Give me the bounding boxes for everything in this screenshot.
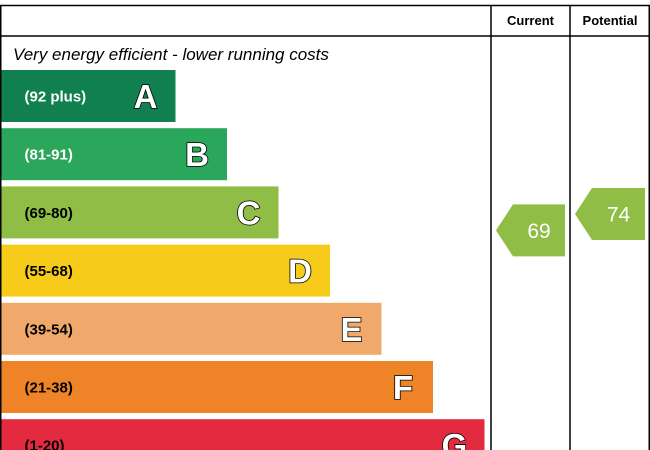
band-d-bar — [1, 244, 330, 297]
rating-markers: 69 74 — [496, 188, 645, 257]
band-e: (39-54) E — [1, 302, 382, 355]
band-c-letter: C — [237, 194, 261, 231]
current-rating: 69 — [496, 204, 565, 257]
band-e-bar — [1, 302, 382, 355]
current-column-header: Current — [507, 13, 555, 28]
potential-column-header: Potential — [583, 13, 638, 28]
current-rating-value: 69 — [527, 220, 550, 243]
band-d-letter: D — [288, 253, 312, 290]
band-b: (81-91) B — [1, 128, 227, 181]
band-b-range: (81-91) — [25, 147, 73, 164]
band-e-letter: E — [340, 311, 362, 348]
band-c-range: (69-80) — [25, 205, 73, 222]
band-a: (92 plus) A — [1, 70, 176, 122]
potential-rating-value: 74 — [607, 204, 631, 227]
rating-bands: (92 plus) A (81-91) B (69-80) C (55-68) D (39-54… — [1, 70, 485, 450]
band-g-range: (1-20) — [25, 438, 65, 450]
band-f-bar — [1, 361, 433, 413]
band-f-range: (21-38) — [25, 380, 73, 397]
band-f-letter: F — [393, 369, 413, 406]
band-f: (21-38) F — [1, 361, 433, 413]
band-c-bar — [1, 186, 279, 239]
band-d-range: (55-68) — [25, 263, 73, 280]
band-a-range: (92 plus) — [25, 89, 87, 106]
band-g: (1-20) G — [1, 419, 485, 450]
band-e-range: (39-54) — [25, 321, 73, 338]
top-efficiency-note: Very energy efficient - lower running co… — [13, 45, 329, 64]
band-b-letter: B — [185, 136, 209, 173]
grid — [0, 4, 650, 450]
current-rating-arrow — [496, 204, 565, 257]
potential-rating: 74 — [575, 188, 645, 241]
band-d: (55-68) D — [1, 244, 330, 297]
band-c: (69-80) C — [1, 186, 279, 239]
band-a-letter: A — [134, 78, 158, 115]
potential-rating-arrow — [575, 188, 645, 241]
band-g-bar — [1, 419, 485, 450]
band-g-letter: G — [442, 427, 468, 450]
band-b-bar — [1, 128, 227, 181]
band-a-bar — [1, 70, 176, 122]
